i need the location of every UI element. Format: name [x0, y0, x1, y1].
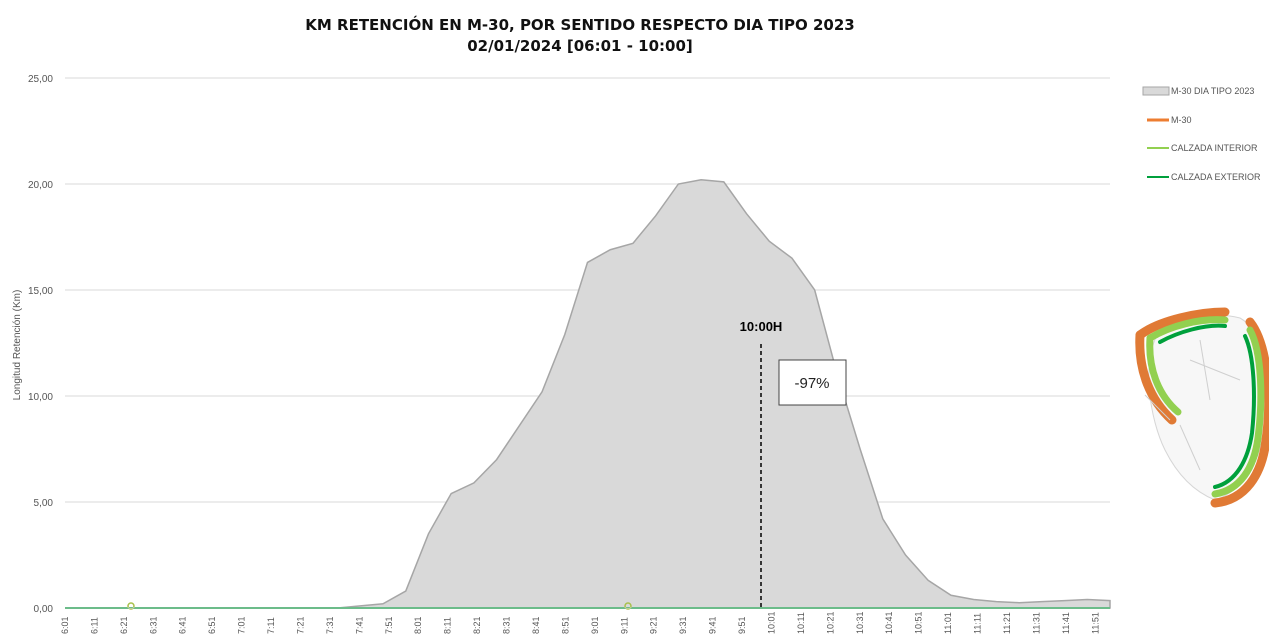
- annotation-10h-label: 10:00H: [740, 319, 783, 334]
- x-tick-label: 8:51: [560, 616, 570, 634]
- legend-swatch: [1142, 86, 1170, 96]
- annotation-box: [778, 359, 847, 406]
- x-tick-label: 10:31: [855, 611, 865, 634]
- y-tick-label: 10,00: [28, 392, 53, 403]
- x-tick-label: 6:31: [148, 616, 158, 634]
- x-tick-label: 6:11: [89, 617, 99, 634]
- x-tick-label: 6:21: [119, 616, 129, 634]
- x-tick-label: 9:21: [649, 616, 659, 634]
- legend-label: CALZADA EXTERIOR: [1171, 172, 1261, 182]
- x-tick-label: 6:51: [207, 616, 217, 634]
- x-tick-label: 11:01: [943, 612, 953, 634]
- legend: M-30 DIA TIPO 2023 M-30 CALZADA INTERIOR CA…: [1142, 86, 1261, 182]
- x-tick-label: 8:01: [413, 616, 423, 634]
- x-tick-label: 11:41: [1061, 612, 1071, 634]
- x-tick-label: 7:51: [384, 616, 394, 634]
- annotations: 10:00H -97%: [740, 319, 847, 608]
- series-marker: [127, 602, 135, 610]
- y-tick-label: 25,00: [28, 74, 53, 85]
- x-tick-label: 8:21: [472, 616, 482, 634]
- x-tick-label: 8:41: [531, 616, 541, 634]
- x-tick-label: 10:21: [825, 611, 835, 634]
- x-tick-label: 9:11: [619, 617, 629, 634]
- x-tick-label: 7:21: [295, 616, 305, 634]
- x-tick-label: 6:01: [60, 616, 70, 634]
- m30-map-icon: [1135, 307, 1269, 508]
- x-tick-label: 7:41: [354, 616, 364, 634]
- y-tick-label: 0,00: [34, 604, 54, 615]
- series-area-dia-tipo: [65, 179, 1111, 609]
- x-tick-label: 9:31: [678, 616, 688, 634]
- x-tick-label: 11:31: [1031, 612, 1041, 634]
- x-tick-label: 10:01: [766, 611, 776, 634]
- annotation-percent: -97%: [794, 375, 829, 392]
- y-tick-label: 5,00: [34, 498, 54, 509]
- x-tick-label: 8:31: [502, 616, 512, 634]
- x-tick-label: 10:11: [796, 612, 806, 634]
- x-tick-label: 11:51: [1090, 612, 1100, 634]
- legend-label: M-30: [1171, 115, 1192, 125]
- x-tick-label: 7:01: [237, 616, 247, 634]
- x-tick-label: 8:11: [443, 617, 453, 634]
- x-tick-label: 9:01: [590, 616, 600, 634]
- x-tick-label: 10:51: [914, 611, 924, 634]
- x-tick-label: 7:31: [325, 616, 335, 634]
- y-tick-label: 20,00: [28, 180, 53, 191]
- series-group: [65, 179, 1111, 610]
- series-marker: [624, 602, 632, 610]
- chart-title: KM RETENCIÓN EN M-30, POR SENTIDO RESPEC…: [305, 15, 855, 34]
- x-tick-label: 9:51: [737, 616, 747, 634]
- legend-label: M-30 DIA TIPO 2023: [1171, 86, 1254, 96]
- y-axis-label: Longitud Retención (Km): [12, 290, 23, 401]
- axes: 0,00 5,00 10,00 15,00 20,00 25,00 6:01 6:11 6:21…: [28, 74, 1110, 634]
- chart-subtitle: 02/01/2024 [06:01 - 10:00]: [467, 37, 693, 55]
- x-tick-label: 6:41: [178, 616, 188, 634]
- x-tick-label: 11:21: [1002, 612, 1012, 634]
- x-tick-label: 11:11: [973, 613, 983, 634]
- x-tick-label: 9:41: [708, 616, 718, 634]
- y-tick-label: 15,00: [28, 286, 53, 297]
- legend-label: CALZADA INTERIOR: [1171, 143, 1258, 153]
- x-tick-label: 10:41: [884, 611, 894, 634]
- x-tick-label: 7:11: [266, 617, 276, 634]
